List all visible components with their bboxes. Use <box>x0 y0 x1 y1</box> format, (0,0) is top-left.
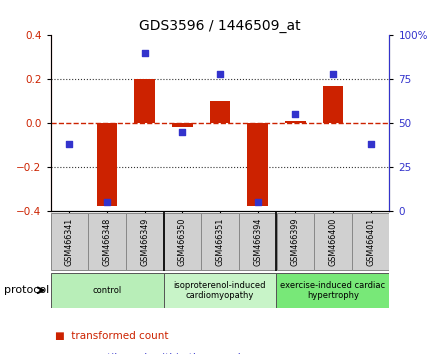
Text: GSM466351: GSM466351 <box>216 217 224 266</box>
Bar <box>323 86 343 123</box>
Title: GDS3596 / 1446509_at: GDS3596 / 1446509_at <box>139 19 301 33</box>
Text: GSM466401: GSM466401 <box>366 217 375 266</box>
Bar <box>276 273 389 308</box>
Text: control: control <box>92 286 122 295</box>
Point <box>292 112 299 117</box>
Text: GSM466399: GSM466399 <box>291 217 300 266</box>
Text: GSM466350: GSM466350 <box>178 217 187 266</box>
Bar <box>88 213 126 270</box>
Point <box>216 71 224 77</box>
Bar <box>314 213 352 270</box>
Text: GSM466349: GSM466349 <box>140 217 149 266</box>
Bar <box>247 123 268 206</box>
Text: GSM466341: GSM466341 <box>65 217 74 266</box>
Bar <box>126 213 163 270</box>
Point <box>141 50 148 56</box>
Bar <box>51 273 164 308</box>
Bar <box>352 213 389 270</box>
Point <box>103 199 110 205</box>
Bar <box>97 123 117 206</box>
Text: protocol: protocol <box>4 285 50 295</box>
Text: GSM466348: GSM466348 <box>103 217 112 266</box>
Point <box>367 141 374 147</box>
Bar <box>239 213 276 270</box>
Bar <box>202 213 238 270</box>
Point <box>66 141 73 147</box>
Bar <box>277 213 314 270</box>
Text: isoproterenol-induced
cardiomyopathy: isoproterenol-induced cardiomyopathy <box>174 281 266 300</box>
Bar <box>285 121 306 123</box>
Bar <box>209 101 231 123</box>
Bar <box>134 79 155 123</box>
Point <box>330 71 337 77</box>
Point <box>179 129 186 135</box>
Text: ■  percentile rank within the sample: ■ percentile rank within the sample <box>55 353 247 354</box>
Text: ■  transformed count: ■ transformed count <box>55 331 169 341</box>
Point <box>254 199 261 205</box>
Text: GSM466394: GSM466394 <box>253 217 262 266</box>
Text: GSM466400: GSM466400 <box>328 217 337 266</box>
Text: exercise-induced cardiac
hypertrophy: exercise-induced cardiac hypertrophy <box>280 281 385 300</box>
Bar <box>164 273 276 308</box>
Bar <box>172 123 193 127</box>
Bar <box>164 213 201 270</box>
Bar <box>51 213 88 270</box>
